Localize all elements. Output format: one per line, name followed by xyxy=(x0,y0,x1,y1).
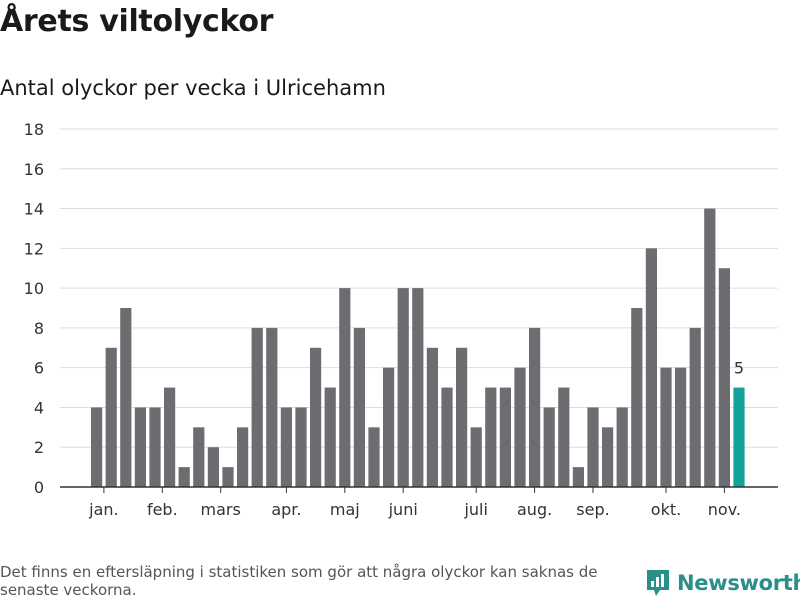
footnote: Det finns en eftersläpning i statistiken… xyxy=(0,563,598,599)
newsworthy-logo-icon xyxy=(647,570,669,596)
y-tick-label: 12 xyxy=(24,239,44,258)
bar xyxy=(602,427,614,487)
bar xyxy=(704,208,716,488)
chart-subtitle: Antal olyckor per vecka i Ulricehamn xyxy=(0,76,386,100)
bar xyxy=(280,407,292,487)
x-tick-label: maj xyxy=(330,500,360,519)
bar xyxy=(456,347,468,487)
bar xyxy=(251,327,263,487)
bar xyxy=(91,407,103,487)
y-tick-label: 10 xyxy=(24,279,44,298)
bar xyxy=(470,427,482,487)
bar xyxy=(207,447,219,487)
x-tick-label: sep. xyxy=(576,500,609,519)
bar xyxy=(645,248,657,487)
bar xyxy=(266,327,278,487)
bar xyxy=(499,387,511,487)
bars: 5 xyxy=(91,208,745,488)
x-tick-label: aug. xyxy=(517,500,552,519)
x-tick-label: juni xyxy=(388,500,418,519)
bar xyxy=(339,288,351,487)
x-tick-label: feb. xyxy=(147,500,178,519)
bar xyxy=(353,327,365,487)
bar xyxy=(134,407,146,487)
bar xyxy=(412,288,424,487)
bar xyxy=(120,308,132,487)
bar xyxy=(631,308,643,487)
brand-name: Newsworthy xyxy=(677,571,800,595)
bar xyxy=(558,387,570,487)
x-tick-label: juli xyxy=(463,500,487,519)
bar xyxy=(368,427,380,487)
bar xyxy=(383,367,395,487)
y-tick-label: 18 xyxy=(24,120,44,139)
bar xyxy=(616,407,628,487)
bar xyxy=(514,367,526,487)
bar xyxy=(675,367,687,487)
bar xyxy=(572,467,584,487)
y-tick-label: 14 xyxy=(24,200,44,219)
y-tick-label: 4 xyxy=(34,398,44,417)
highlighted-bar xyxy=(733,387,745,487)
bar xyxy=(193,427,205,487)
x-tick-label: mars xyxy=(201,500,241,519)
bar xyxy=(689,327,701,487)
bar xyxy=(324,387,336,487)
bar xyxy=(529,327,541,487)
brand-logo[interactable]: Newsworthy xyxy=(645,566,800,600)
bar xyxy=(295,407,307,487)
x-axis-ticks: jan. feb. mars apr. maj juni juli aug. sep. okt. n… xyxy=(88,487,741,519)
y-tick-label: 16 xyxy=(24,160,44,179)
bar xyxy=(426,347,438,487)
bar xyxy=(222,467,234,487)
x-tick-label: okt. xyxy=(651,500,681,519)
bar xyxy=(178,467,190,487)
bar xyxy=(441,387,453,487)
y-tick-label: 8 xyxy=(34,319,44,338)
bar-value-label: 5 xyxy=(734,359,744,378)
x-tick-label: jan. xyxy=(88,500,118,519)
bar xyxy=(660,367,672,487)
y-axis-ticks: 0 2 4 6 8 10 12 14 16 18 xyxy=(24,120,44,497)
bar xyxy=(543,407,555,487)
y-tick-label: 2 xyxy=(34,438,44,457)
chart-title: Årets viltolyckor xyxy=(0,4,274,39)
bar-chart: 0 2 4 6 8 10 12 14 16 18 5 jan. feb. mars apr. maj jun… xyxy=(24,120,778,519)
x-tick-label: nov. xyxy=(708,500,741,519)
bar xyxy=(718,268,730,487)
bar xyxy=(397,288,409,487)
bar xyxy=(164,387,176,487)
y-tick-label: 0 xyxy=(34,478,44,497)
bar xyxy=(105,347,117,487)
x-tick-label: apr. xyxy=(271,500,301,519)
bar xyxy=(149,407,161,487)
bar xyxy=(310,347,322,487)
bar xyxy=(485,387,497,487)
bar xyxy=(237,427,249,487)
y-tick-label: 6 xyxy=(34,359,44,378)
bar xyxy=(587,407,599,487)
